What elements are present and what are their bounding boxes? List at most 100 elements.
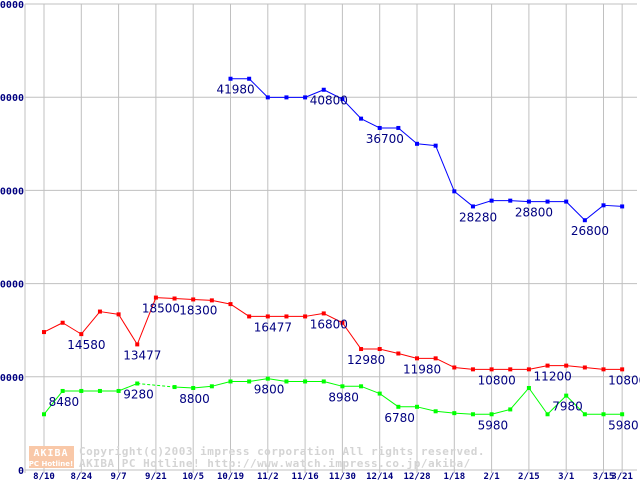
y-tick-label: 40000 <box>0 93 24 104</box>
series-line-segment <box>509 387 530 410</box>
series-line-segment <box>211 380 231 387</box>
data-point-green <box>526 385 531 390</box>
data-point-red <box>191 297 196 302</box>
series-line-segment <box>566 365 585 368</box>
data-point-red <box>452 365 457 370</box>
data-point-green <box>489 412 494 417</box>
grid <box>25 3 637 473</box>
data-label-green: 9800 <box>254 383 285 397</box>
data-point-green <box>359 384 364 389</box>
series-line-segment <box>62 322 82 335</box>
x-tick-label: 10/19 <box>217 472 244 480</box>
series-line-segment <box>416 406 436 412</box>
data-point-blue <box>303 95 308 100</box>
x-tick-label: 11/2 <box>257 472 279 480</box>
watermark-url: AKIBA PC Hotline! http://www.watch.impre… <box>79 457 471 470</box>
data-point-green <box>396 404 401 409</box>
data-point-blue <box>526 199 531 204</box>
data-point-blue <box>545 199 550 204</box>
series-line-segment <box>323 312 343 324</box>
data-point-blue <box>489 198 494 203</box>
data-point-blue <box>433 143 438 148</box>
series-line-segment <box>305 312 324 317</box>
series-line-segment <box>136 297 157 345</box>
data-point-green <box>452 411 457 416</box>
data-point-red <box>359 347 364 352</box>
y-tick-label: 50000 <box>0 0 24 11</box>
data-point-green <box>470 412 475 417</box>
data-point-green <box>97 388 102 393</box>
data-point-green <box>284 379 289 384</box>
data-label-blue: 40800 <box>310 94 348 108</box>
x-tick-label: 1/18 <box>443 472 465 480</box>
series-line-segment <box>174 386 194 389</box>
x-tick-label: 8/24 <box>70 472 92 480</box>
data-point-red <box>42 330 46 335</box>
y-tick-label: 0 <box>18 466 24 477</box>
data-label-blue: 28800 <box>515 206 553 220</box>
x-tick-label: 10/5 <box>182 472 204 480</box>
series-line-segment <box>323 380 343 387</box>
data-point-red <box>377 347 382 352</box>
data-point-blue <box>228 76 233 81</box>
series-line-segment <box>435 145 455 192</box>
series-line-segment <box>43 390 64 415</box>
data-point-red <box>209 298 214 303</box>
y-tick-label: 10000 <box>0 373 24 384</box>
watermark-copyright: Copyright(c)2003 impress corporation All… <box>79 445 485 458</box>
data-point-blue <box>265 95 270 100</box>
data-point-blue <box>321 87 326 92</box>
series-line-segment <box>249 378 268 382</box>
series-line-segment <box>379 393 399 408</box>
series-line-segment <box>341 322 362 350</box>
data-label-red: 16477 <box>254 320 292 334</box>
series-line-segment <box>454 412 473 415</box>
y-tick-label: 20000 <box>0 280 24 291</box>
series-line-segment <box>211 299 231 305</box>
data-label-red: 14580 <box>67 338 105 352</box>
x-tick-label: 11/30 <box>329 472 356 480</box>
series-line-segment <box>99 311 119 315</box>
series-red <box>42 295 625 372</box>
series-line-segment <box>416 143 436 147</box>
data-label-green: 7980 <box>552 400 583 414</box>
data-point-green <box>620 412 625 417</box>
series-line-segment <box>584 204 604 221</box>
data-point-red <box>321 311 326 316</box>
data-point-green <box>564 393 569 398</box>
data-labels: 41980 40800 36700 28280 28800 26800 14580 13477… <box>49 83 640 433</box>
data-point-green <box>321 379 326 384</box>
data-point-green <box>545 412 550 417</box>
series-line-segment <box>547 395 567 415</box>
x-tick-label: 9/21 <box>145 472 167 480</box>
data-point-red <box>60 320 65 325</box>
series-line-segment <box>118 383 138 392</box>
data-point-red <box>620 367 625 372</box>
data-point-green <box>582 412 587 417</box>
data-point-green <box>303 379 308 384</box>
data-label-red: 11980 <box>403 362 441 376</box>
data-point-green <box>415 404 419 409</box>
data-point-blue <box>359 116 364 121</box>
data-point-blue <box>340 97 345 102</box>
series-line-segment <box>565 201 586 221</box>
data-point-red <box>265 314 270 319</box>
data-point-blue <box>508 198 513 203</box>
data-label-red: 13477 <box>123 348 161 362</box>
data-point-green <box>247 379 252 384</box>
data-point-green <box>340 384 345 389</box>
data-point-green <box>433 409 438 414</box>
series-line-segment <box>584 366 604 370</box>
x-tick-label: 12/28 <box>403 472 430 480</box>
series-line-segment <box>528 365 548 370</box>
series-line-segment <box>155 297 175 300</box>
data-point-red <box>340 320 345 325</box>
data-label-red: 10800 <box>608 373 640 387</box>
data-point-red <box>396 351 401 356</box>
series-line-segment <box>453 190 474 207</box>
data-point-green <box>79 388 84 393</box>
data-point-blue <box>452 189 457 194</box>
data-point-green <box>172 385 177 390</box>
series-line-segment <box>43 322 63 333</box>
